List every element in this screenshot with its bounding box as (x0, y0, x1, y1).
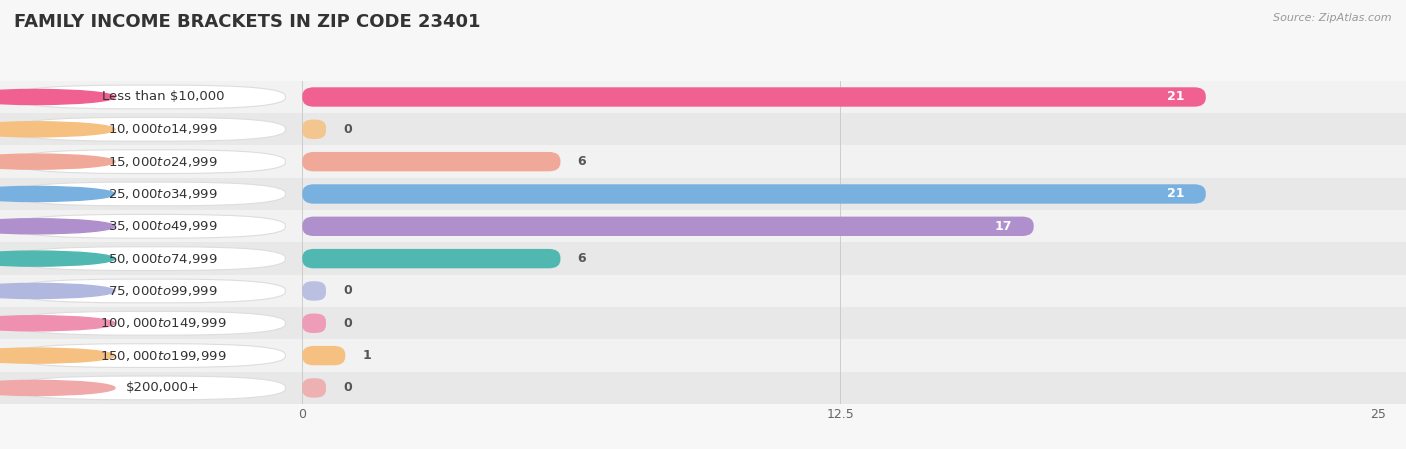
FancyBboxPatch shape (13, 118, 285, 141)
FancyBboxPatch shape (13, 376, 285, 400)
Text: 0: 0 (343, 382, 352, 394)
FancyBboxPatch shape (302, 313, 326, 333)
Circle shape (0, 122, 115, 137)
Circle shape (0, 316, 115, 331)
FancyBboxPatch shape (0, 372, 1406, 404)
FancyBboxPatch shape (302, 281, 326, 301)
FancyBboxPatch shape (302, 119, 326, 139)
FancyBboxPatch shape (0, 339, 1406, 372)
FancyBboxPatch shape (302, 346, 346, 365)
FancyBboxPatch shape (0, 178, 1406, 210)
Text: 0: 0 (343, 285, 352, 297)
FancyBboxPatch shape (13, 344, 285, 367)
Text: $15,000 to $24,999: $15,000 to $24,999 (108, 154, 218, 169)
FancyBboxPatch shape (13, 150, 285, 173)
Circle shape (0, 219, 115, 234)
FancyBboxPatch shape (0, 81, 1406, 113)
Circle shape (0, 154, 115, 169)
FancyBboxPatch shape (302, 184, 1206, 204)
FancyBboxPatch shape (0, 210, 1406, 242)
FancyBboxPatch shape (0, 145, 1406, 178)
FancyBboxPatch shape (13, 279, 285, 303)
Text: $35,000 to $49,999: $35,000 to $49,999 (108, 219, 218, 233)
Text: 6: 6 (578, 252, 586, 265)
Text: $150,000 to $199,999: $150,000 to $199,999 (100, 348, 226, 363)
Circle shape (0, 251, 115, 266)
Text: Source: ZipAtlas.com: Source: ZipAtlas.com (1274, 13, 1392, 23)
FancyBboxPatch shape (13, 312, 285, 335)
FancyBboxPatch shape (13, 215, 285, 238)
FancyBboxPatch shape (302, 152, 561, 172)
Text: 0: 0 (343, 123, 352, 136)
FancyBboxPatch shape (302, 87, 1206, 107)
FancyBboxPatch shape (0, 275, 1406, 307)
Text: $75,000 to $99,999: $75,000 to $99,999 (108, 284, 218, 298)
FancyBboxPatch shape (0, 242, 1406, 275)
Text: 6: 6 (578, 155, 586, 168)
Text: $100,000 to $149,999: $100,000 to $149,999 (100, 316, 226, 330)
Circle shape (0, 186, 115, 202)
Circle shape (0, 380, 115, 396)
FancyBboxPatch shape (13, 182, 285, 206)
FancyBboxPatch shape (0, 307, 1406, 339)
FancyBboxPatch shape (302, 249, 561, 269)
FancyBboxPatch shape (0, 113, 1406, 145)
Text: 21: 21 (1167, 188, 1184, 200)
Text: 21: 21 (1167, 91, 1184, 103)
FancyBboxPatch shape (13, 247, 285, 270)
Text: 17: 17 (994, 220, 1012, 233)
Circle shape (0, 89, 115, 105)
Text: FAMILY INCOME BRACKETS IN ZIP CODE 23401: FAMILY INCOME BRACKETS IN ZIP CODE 23401 (14, 13, 481, 31)
Text: $50,000 to $74,999: $50,000 to $74,999 (108, 251, 218, 266)
Text: Less than $10,000: Less than $10,000 (103, 91, 225, 103)
FancyBboxPatch shape (302, 216, 1033, 236)
Text: $10,000 to $14,999: $10,000 to $14,999 (108, 122, 218, 136)
Text: 1: 1 (363, 349, 371, 362)
FancyBboxPatch shape (13, 85, 285, 109)
FancyBboxPatch shape (302, 378, 326, 398)
Text: $25,000 to $34,999: $25,000 to $34,999 (108, 187, 218, 201)
Circle shape (0, 283, 115, 299)
Circle shape (0, 348, 115, 363)
Text: 0: 0 (343, 317, 352, 330)
Text: $200,000+: $200,000+ (127, 382, 200, 394)
